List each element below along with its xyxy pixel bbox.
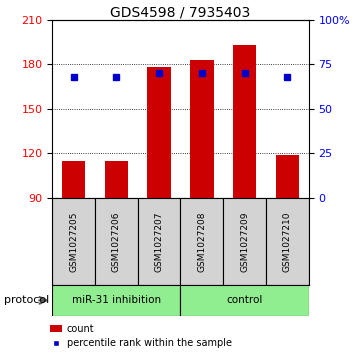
- Bar: [180, 198, 223, 285]
- Bar: [52, 198, 95, 285]
- Text: GSM1027210: GSM1027210: [283, 211, 292, 272]
- Legend: count, percentile rank within the sample: count, percentile rank within the sample: [50, 324, 231, 348]
- Bar: [95, 198, 138, 285]
- Bar: [180, 285, 309, 316]
- Bar: [52, 285, 180, 316]
- Bar: [147, 68, 171, 198]
- Text: GSM1027208: GSM1027208: [197, 211, 206, 272]
- Bar: [223, 198, 266, 285]
- Text: miR-31 inhibition: miR-31 inhibition: [72, 295, 161, 305]
- Text: GSM1027207: GSM1027207: [155, 211, 164, 272]
- Text: protocol: protocol: [4, 295, 49, 305]
- Bar: [190, 60, 214, 198]
- Text: control: control: [226, 295, 263, 305]
- Text: GSM1027205: GSM1027205: [69, 211, 78, 272]
- Bar: [138, 198, 180, 285]
- Text: GDS4598 / 7935403: GDS4598 / 7935403: [110, 5, 251, 20]
- Text: GSM1027209: GSM1027209: [240, 211, 249, 272]
- Bar: [62, 161, 86, 198]
- Bar: [233, 45, 256, 198]
- Text: GSM1027206: GSM1027206: [112, 211, 121, 272]
- Bar: [275, 155, 299, 198]
- Bar: [105, 161, 128, 198]
- Bar: [266, 198, 309, 285]
